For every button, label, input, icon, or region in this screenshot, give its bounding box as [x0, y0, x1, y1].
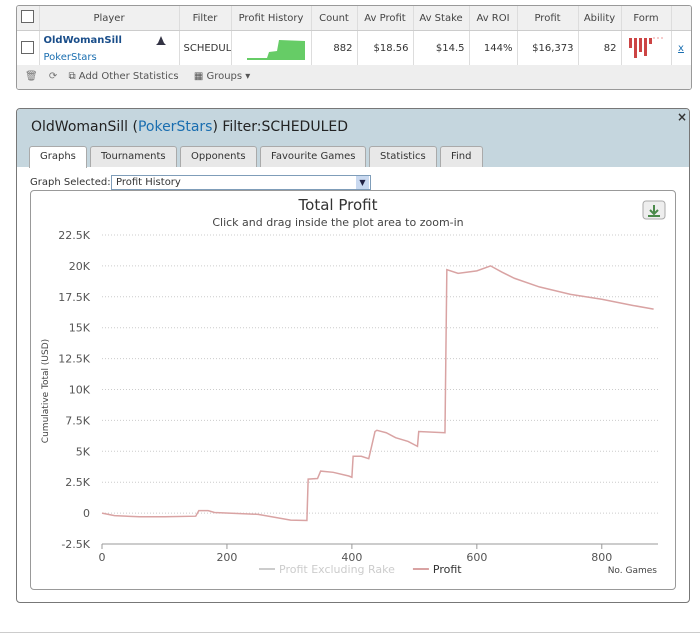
y-tick-label: 12.5K: [58, 353, 90, 366]
dropdown-arrow: ▼: [356, 176, 369, 189]
player-panel: OldWomanSill (PokerStars) Filter:SCHEDUL…: [16, 108, 690, 603]
chart-title: Total Profit: [298, 196, 378, 214]
y-tick-label: 17.5K: [58, 291, 90, 304]
header-cell: Form: [621, 6, 672, 31]
site-link[interactable]: PokerStars: [43, 51, 97, 63]
header-cell: Av Stake: [413, 6, 470, 31]
form-bars: [628, 37, 665, 58]
site-icon: [155, 36, 166, 45]
footer-rule: [0, 632, 700, 633]
y-tick-label: -2.5K: [61, 538, 90, 551]
toolbar: 🗑 ⟳ ⧉ Add Other Statistics ▦ Groups ▾: [17, 65, 691, 89]
groups-label: Groups: [206, 71, 243, 82]
y-tick-label: 15K: [69, 322, 91, 335]
x-axis-label: No. Games: [608, 566, 658, 576]
y-tick-label: 5K: [76, 445, 91, 458]
panel-title: OldWomanSill (PokerStars) Filter:SCHEDUL…: [31, 119, 348, 135]
y-tick-label: 22.5K: [58, 229, 90, 242]
data-row: OldWomanSill PokerStars SCHEDULED 882 $1…: [17, 30, 691, 67]
cell: SCHEDULED: [179, 30, 232, 67]
header-row: Player Filter Profit History Count Av Profit…: [17, 6, 691, 31]
graph-select-value: Profit History: [116, 177, 181, 188]
cell: [17, 30, 40, 67]
header-cell: Count: [311, 6, 358, 31]
y-tick-label: 10K: [69, 384, 91, 397]
y-axis-label: Cumulative Total (USD): [41, 339, 51, 443]
y-tick-label: 0: [83, 507, 90, 520]
cell: [231, 30, 312, 67]
delete-icon[interactable]: 🗑: [25, 71, 38, 82]
close-button[interactable]: ×: [677, 110, 688, 124]
y-tick-label: 20K: [69, 260, 91, 273]
header-cell: Profit: [517, 6, 579, 31]
header-cell: Av ROI: [469, 6, 518, 31]
cell: $14.5: [413, 30, 470, 67]
tab[interactable]: Find: [440, 146, 483, 167]
download-button[interactable]: [642, 200, 666, 220]
title-site[interactable]: PokerStars: [137, 119, 213, 135]
tab[interactable]: Graphs: [29, 146, 87, 168]
graph-select[interactable]: Profit History ▼: [111, 175, 371, 190]
title-filter: ) Filter:SCHEDULED: [212, 119, 348, 135]
cell: [621, 30, 672, 67]
cell: $18.56: [357, 30, 414, 67]
legend-label[interactable]: Profit Excluding Rake: [279, 563, 395, 576]
tab[interactable]: Opponents: [180, 146, 257, 167]
x-tick-label: 400: [341, 551, 362, 564]
header-cell: Profit History: [231, 6, 312, 31]
y-tick-label: 7.5K: [65, 414, 90, 427]
sparkline: [246, 40, 305, 60]
cell: 82: [578, 30, 622, 67]
cell: 882: [311, 30, 358, 67]
graph-select-label: Graph Selected:: [30, 177, 111, 188]
cell: OldWomanSill PokerStars: [39, 30, 180, 67]
add-stats-button[interactable]: ⧉ Add Other Statistics: [68, 71, 179, 82]
cell: $16,373: [517, 30, 579, 67]
checkbox[interactable]: [21, 40, 35, 54]
tab[interactable]: Favourite Games: [260, 146, 367, 167]
legend-label[interactable]: Profit: [433, 563, 462, 576]
refresh-icon[interactable]: ⟳: [48, 71, 58, 82]
stats-table: Player Filter Profit History Count Av Profit…: [17, 6, 691, 67]
checkbox[interactable]: [21, 10, 35, 23]
panel-header: OldWomanSill (PokerStars) Filter:SCHEDUL…: [17, 109, 689, 168]
chart: Total Profit Click and drag inside the p…: [30, 190, 676, 590]
groups-button[interactable]: ▦ Groups ▾: [193, 71, 251, 82]
header-cell: [17, 6, 40, 31]
add-stats-label: Add Other Statistics: [78, 71, 179, 82]
y-tick-label: 2.5K: [65, 476, 90, 489]
header-cell: Player: [39, 6, 180, 31]
tab[interactable]: Tournaments: [90, 146, 177, 167]
header-cell: Ability: [578, 6, 622, 31]
cell: 144%: [469, 30, 518, 67]
x-tick-label: 600: [466, 551, 487, 564]
chart-subtitle: Click and drag inside the plot area to z…: [212, 216, 463, 229]
stats-table-box: Player Filter Profit History Count Av Profit…: [16, 5, 692, 90]
close-link[interactable]: x: [671, 30, 691, 67]
x-tick-label: 0: [99, 551, 106, 564]
header-cell: [671, 6, 691, 31]
x-tick-label: 800: [591, 551, 612, 564]
title-player: OldWomanSill (: [31, 119, 138, 135]
header-cell: Av Profit: [357, 6, 414, 31]
x-tick-label: 200: [216, 551, 237, 564]
player-link[interactable]: OldWomanSill: [43, 34, 122, 46]
tab[interactable]: Statistics: [369, 146, 437, 167]
header-cell: Filter: [179, 6, 232, 31]
profit-line: [101, 265, 654, 522]
